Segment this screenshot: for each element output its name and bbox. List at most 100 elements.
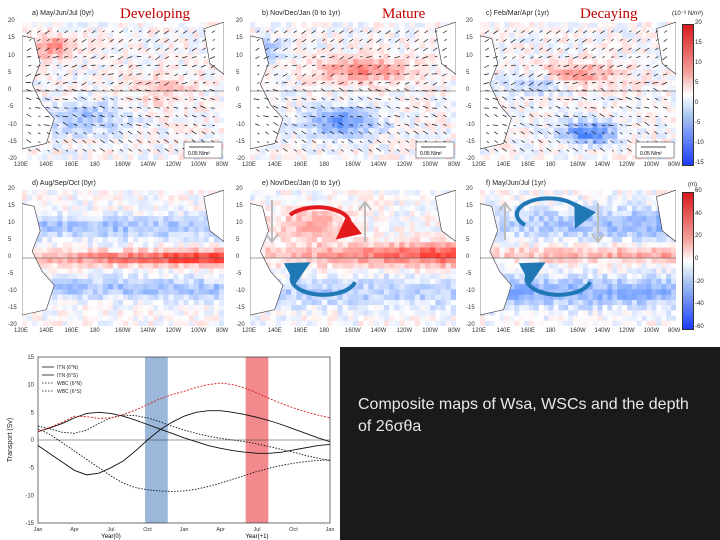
map-e: [250, 190, 456, 326]
map-f-lon-tick: 140W: [594, 328, 611, 334]
map-c-lon-tick: 160E: [521, 162, 536, 168]
map-d-lon-tick: 80W: [216, 328, 229, 334]
map-e-lat-tick: -5: [236, 271, 242, 277]
x-tick-label: Oct: [143, 527, 152, 533]
map-b-lat-tick: 15: [236, 35, 243, 42]
colorbar-tick: 40: [695, 210, 702, 217]
legend-label: ITN (6°N): [57, 365, 78, 371]
map-b-lat-tick: 20: [236, 18, 243, 24]
map-d-lat-tick: 20: [8, 186, 15, 192]
map-d-lon-tick: 140E: [39, 328, 54, 334]
map-a-land: [22, 35, 55, 150]
map-a-lat-tick: 0: [8, 87, 12, 93]
legend-label: ITN (6°S): [57, 373, 78, 379]
colorbar-tick: 20: [695, 233, 702, 240]
map-c-field: 0.05 N/m²: [480, 22, 676, 160]
map-d-field: [22, 190, 224, 326]
map-a-lon-tick: 120E: [14, 162, 29, 168]
map-b-land: [250, 35, 284, 150]
map-f-lat-tick: 10: [466, 220, 473, 226]
colorbar-bottom: (m) 60 40 20 0 -20 -40 -60: [678, 178, 720, 330]
x-tick-label: Jul: [253, 527, 260, 533]
map-e-lon-tick: 140E: [267, 328, 282, 334]
map-f-lat-tick: -10: [466, 288, 475, 294]
label-decaying: Decaying: [578, 6, 640, 23]
map-b-lat-tick: -10: [236, 121, 245, 128]
map-b-lat-tick: 10: [236, 52, 243, 59]
map-c-lon-tick: 140W: [594, 162, 611, 168]
panel-f: f) May/Jun/Jul (1yr) 20 15 10 5 0 -5 -10 -15 -20…: [466, 178, 720, 338]
map-e-lon-tick: 120E: [242, 328, 257, 334]
map-c-lat-tick: 15: [466, 35, 473, 42]
map-b-lat-tick: -5: [236, 104, 242, 111]
map-c-lon-tick: 120W: [619, 162, 635, 168]
x-tick-label: Jan: [326, 527, 335, 533]
y-tick-label: 0: [31, 438, 35, 444]
map-d-lat-tick: 15: [8, 203, 15, 209]
y-tick-label: -15: [25, 521, 34, 527]
series-line-3: [37, 428, 331, 492]
map-f-lat-tick: 0: [466, 254, 470, 260]
colorbar-tick: -10: [695, 140, 704, 146]
colorbar-tick: 5: [695, 80, 699, 86]
colorbar-tick: 15: [695, 40, 702, 46]
map-e-lon-tick: 160E: [293, 328, 308, 334]
map-d-lat-tick: -20: [8, 322, 17, 328]
x-tick-label: Jan: [180, 527, 189, 533]
map-b-lon-tick: 80W: [448, 162, 461, 168]
legend-label: WBC (6°S): [57, 389, 82, 395]
map-d: [22, 190, 224, 326]
map-e-lat-tick: 5: [236, 237, 240, 243]
map-c-lon-tick: 100W: [643, 162, 660, 168]
map-f-lon-tick: 160W: [570, 328, 586, 334]
colorbar-tick: -60: [695, 324, 704, 330]
colorbar-tick: 0: [695, 100, 699, 106]
map-f-lon-tick: 120W: [619, 328, 635, 334]
map-d-lat-tick: 0: [8, 254, 12, 260]
map-c-lat-tick: 0: [466, 87, 470, 93]
map-b-lon-tick: 180: [319, 162, 330, 168]
map-b-lon-tick: 120W: [396, 162, 413, 168]
map-b-field: 0.05 N/m²: [250, 22, 456, 160]
y-tick-label: 5: [31, 410, 35, 416]
map-a-lat-tick: -10: [8, 121, 17, 128]
map-c-lat-tick: -5: [466, 104, 472, 111]
y-tick-label: -10: [25, 493, 34, 499]
map-f-lat-tick: 20: [466, 186, 473, 192]
map-a: 0.05 N/m²: [22, 22, 224, 160]
map-f-lon-tick: 120E: [472, 328, 487, 334]
map-d-lat-tick: -15: [8, 305, 17, 311]
map-f-lat-tick: -15: [466, 305, 475, 311]
map-a-lon-tick: 160E: [64, 162, 79, 168]
series-line-4: [37, 382, 331, 433]
map-f-lat-tick: -5: [466, 271, 472, 277]
map-a-lon-tick: 140E: [39, 162, 54, 168]
map-e-lat-tick: -10: [236, 288, 245, 294]
blue-cyclone-f-north: [514, 196, 596, 229]
map-f-lat-tick: -20: [466, 322, 475, 328]
map-e-field: [250, 190, 456, 326]
blue-cyclone-e: [283, 262, 357, 297]
map-b-lon-tick: 160W: [345, 162, 361, 168]
map-e-lon-tick: 100W: [422, 328, 438, 334]
colorbar-top-gradient: [682, 24, 694, 166]
x-tick-label: Apr: [70, 527, 79, 533]
series-line-0: [37, 411, 331, 454]
map-c: 0.05 N/m²: [480, 22, 676, 160]
panel-c: c) Feb/Mar/Apr (1yr) 0.05 N/m² 20 15 10 5 0 -…: [466, 0, 720, 178]
x-tick-label: Jan: [34, 527, 43, 533]
y-tick-label: -5: [29, 466, 35, 472]
colorbar-tick: 20: [695, 20, 702, 26]
map-f-lat-tick: 15: [466, 203, 473, 209]
map-a-lon-tick: 140W: [140, 162, 156, 168]
map-d-lon-tick: 120E: [14, 328, 29, 334]
map-e-lat-tick: 15: [236, 203, 243, 209]
map-d-lon-tick: 140W: [140, 328, 156, 334]
map-d-land: [22, 203, 55, 316]
map-a-lat-tick: 5: [8, 69, 12, 76]
map-f-land: [480, 203, 512, 316]
y-tick-label: 15: [27, 355, 34, 361]
map-d-lon-tick: 180: [89, 328, 100, 334]
